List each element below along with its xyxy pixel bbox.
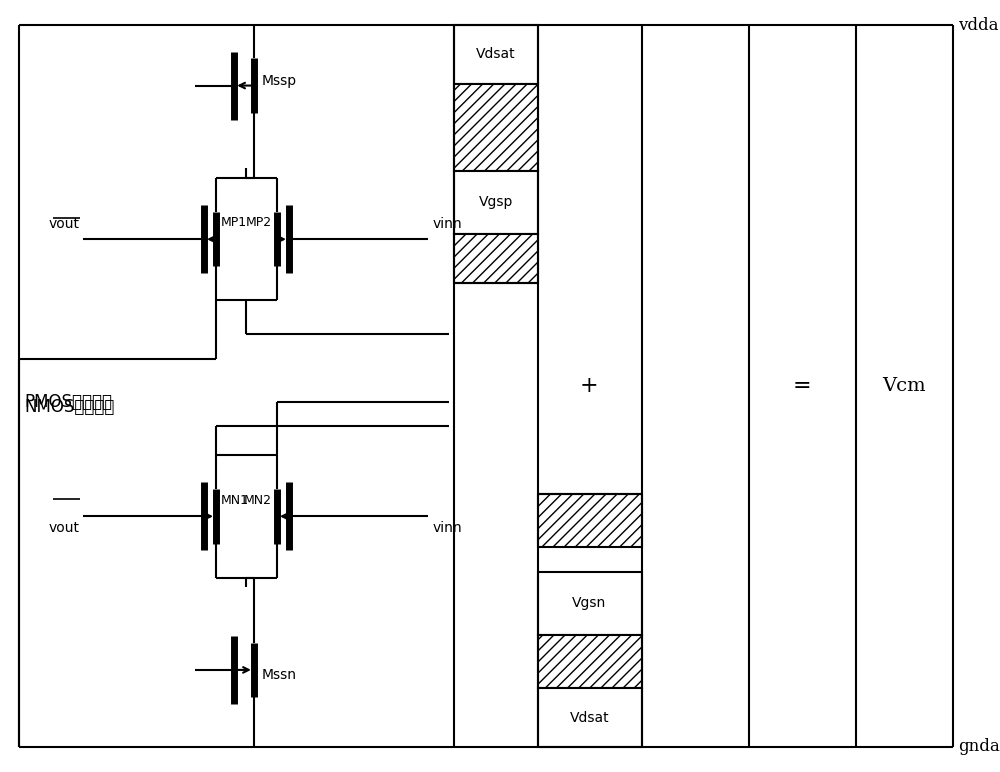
Bar bbox=[538, 635, 642, 689]
Text: vout: vout bbox=[49, 218, 80, 232]
Text: vdda: vdda bbox=[958, 17, 998, 34]
Text: MN2: MN2 bbox=[244, 493, 272, 506]
Bar bbox=[454, 171, 538, 235]
Bar bbox=[454, 25, 538, 83]
Text: Mssn: Mssn bbox=[262, 668, 297, 682]
Text: Vdsat: Vdsat bbox=[476, 47, 516, 62]
Bar bbox=[454, 83, 538, 171]
Text: Vgsn: Vgsn bbox=[572, 596, 606, 610]
Text: PMOS输入对管: PMOS输入对管 bbox=[24, 393, 112, 411]
Bar bbox=[538, 689, 642, 747]
Text: Vgsp: Vgsp bbox=[479, 195, 513, 209]
Bar bbox=[538, 572, 642, 635]
Text: vinn: vinn bbox=[433, 218, 462, 232]
Text: gnda: gnda bbox=[958, 738, 999, 755]
Text: =: = bbox=[793, 375, 811, 397]
Bar bbox=[538, 494, 642, 547]
Text: vinn: vinn bbox=[433, 521, 462, 535]
Text: MN1: MN1 bbox=[221, 493, 249, 506]
Text: Vcm: Vcm bbox=[882, 377, 926, 395]
Text: vout: vout bbox=[49, 521, 80, 535]
Text: NMOS输入对管: NMOS输入对管 bbox=[24, 398, 115, 416]
Text: Mssp: Mssp bbox=[262, 73, 297, 88]
Text: Vdsat: Vdsat bbox=[569, 710, 609, 725]
Text: MP2: MP2 bbox=[246, 216, 272, 229]
Text: MP1: MP1 bbox=[221, 216, 247, 229]
Bar bbox=[454, 235, 538, 283]
Text: +: + bbox=[580, 375, 599, 397]
